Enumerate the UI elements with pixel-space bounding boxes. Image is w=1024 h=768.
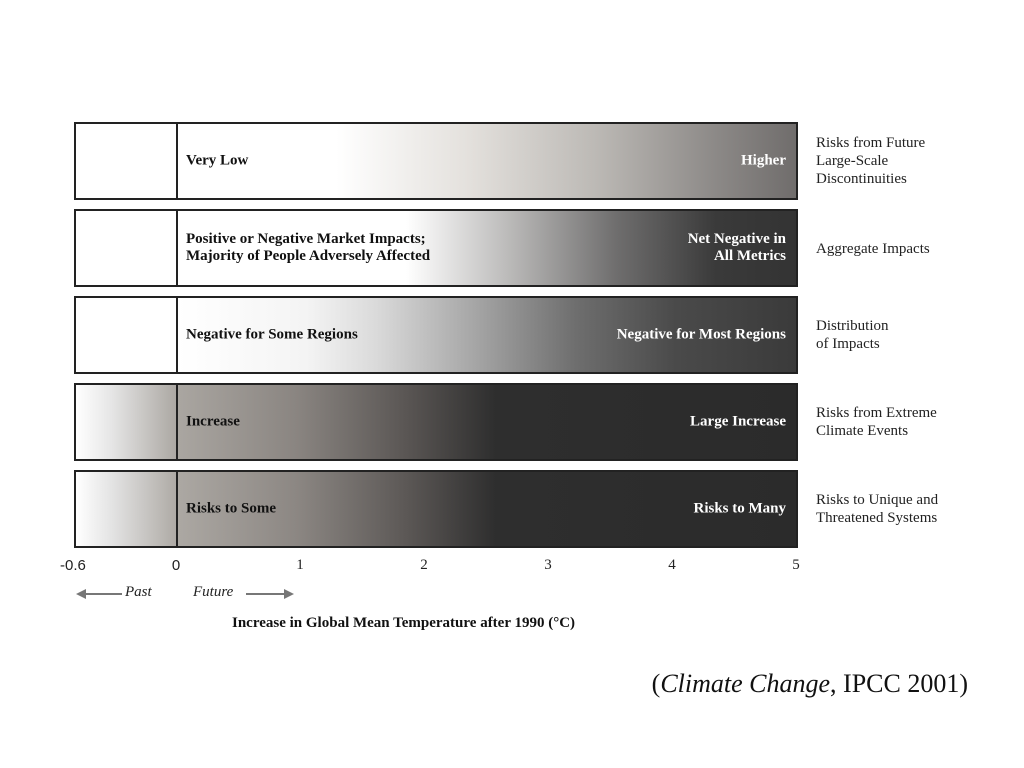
row-left-label: Positive or Negative Market Impacts; Maj…	[186, 231, 431, 264]
citation: (Climate Change, IPCC 2001)	[651, 669, 968, 698]
risk-row-unique-systems: Risks to Some Risks to Many	[74, 470, 798, 548]
zero-line	[176, 385, 178, 459]
zero-line	[176, 472, 178, 546]
row-left-label: Risks to Some	[186, 500, 277, 517]
arrow-right-icon	[246, 589, 294, 599]
row-left-label: Very Low	[186, 152, 249, 169]
category-label: Risks from Extreme Climate Events	[816, 405, 937, 439]
risk-row-discontinuities: Very Low Higher	[74, 122, 798, 200]
zero-line	[176, 298, 178, 372]
axis-tick: -0.6	[60, 557, 86, 574]
axis-tick: 3	[544, 557, 552, 573]
axis-tick: 2	[420, 557, 428, 573]
row-right-label: Large Increase	[690, 413, 786, 430]
row-right-label: Negative for Most Regions	[616, 326, 786, 343]
arrow-left-icon	[76, 589, 122, 599]
row-right-label: Risks to Many	[693, 500, 786, 517]
axis-tick: 5	[792, 557, 800, 573]
zero-line	[176, 211, 178, 285]
category-label: Risks to Unique and Threatened Systems	[816, 492, 939, 526]
axis-title: Increase in Global Mean Temperature afte…	[232, 615, 576, 631]
category-label: Aggregate Impacts	[816, 241, 930, 257]
risk-row-distribution: Negative for Some Regions Negative for M…	[74, 296, 798, 374]
future-label: Future	[193, 584, 234, 600]
row-right-label: Higher	[741, 152, 786, 169]
axis-tick: 4	[668, 557, 676, 573]
row-right-label: Net Negative in All Metrics	[687, 231, 786, 264]
risk-row-aggregate: Positive or Negative Market Impacts; Maj…	[74, 209, 798, 287]
row-left-label: Negative for Some Regions	[186, 326, 358, 343]
row-left-label: Increase	[186, 413, 240, 430]
axis-tick: 1	[296, 557, 304, 573]
category-label: Distribution of Impacts	[816, 318, 889, 352]
category-label: Risks from Future Large-Scale Discontinu…	[816, 135, 926, 187]
risk-row-extreme-events: Increase Large Increase	[74, 383, 798, 461]
past-label: Past	[125, 584, 152, 600]
zero-line	[176, 124, 178, 198]
axis-tick: 0	[171, 557, 181, 574]
